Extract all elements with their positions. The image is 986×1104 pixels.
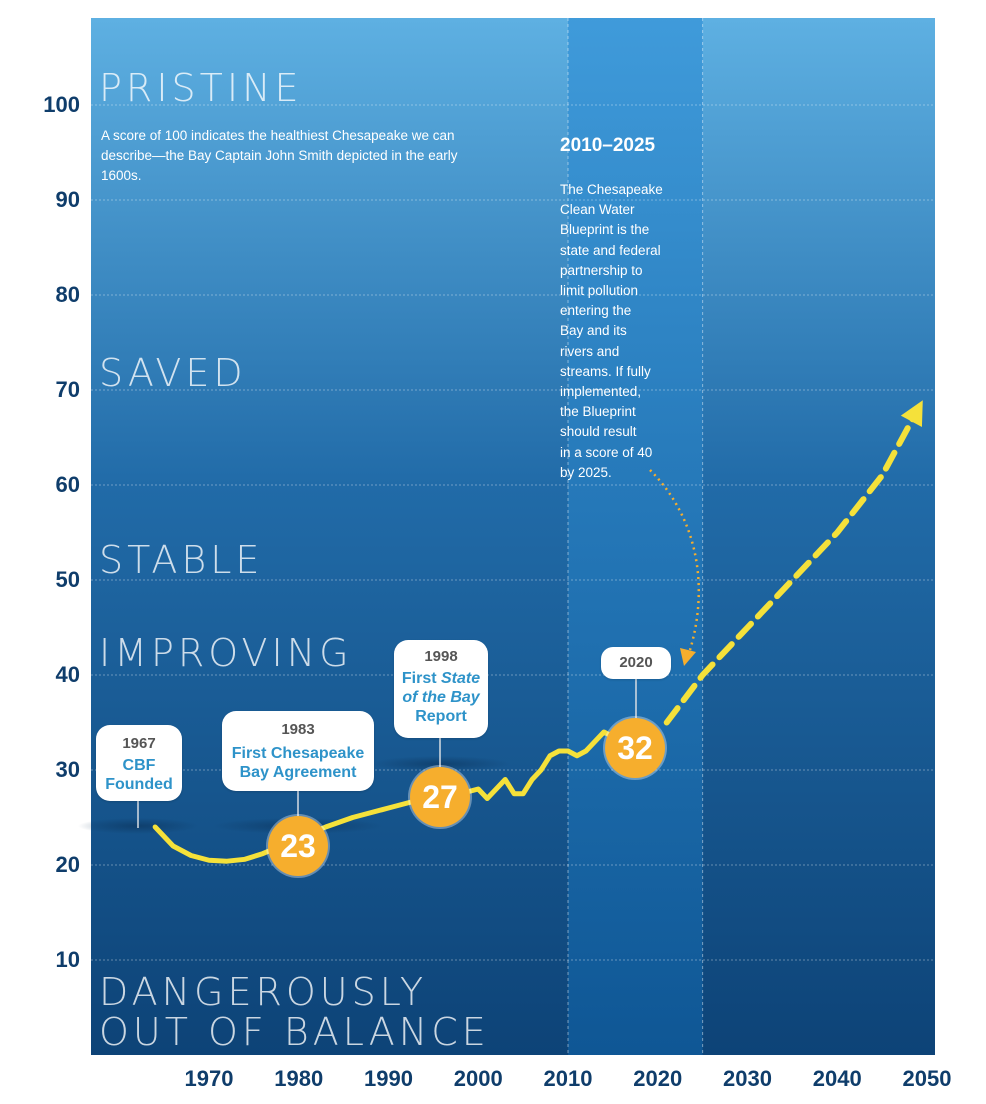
y-tick-label: 10	[55, 947, 80, 972]
score-history-line	[152, 729, 661, 864]
era-text-line: implemented,	[560, 384, 642, 400]
milestone-label: Founded	[105, 776, 173, 793]
era-text-line: entering the	[560, 303, 632, 319]
pristine-note: A score of 100 indicates the healthiest …	[101, 128, 458, 183]
y-tick-label: 30	[55, 757, 80, 782]
era-text-line: Blueprint is the	[560, 222, 650, 238]
era-title: 2010–2025	[560, 135, 656, 156]
x-tick-label: 1980	[274, 1066, 324, 1091]
x-tick-label: 2050	[902, 1066, 952, 1091]
era-text-line: should result	[560, 424, 637, 440]
era-text-line: by 2025.	[560, 464, 612, 480]
y-tick-label: 40	[55, 662, 80, 687]
projection-line	[663, 406, 922, 726]
milestone-label-italic: State	[441, 670, 481, 687]
zone-label-pristine: PRISTINE	[99, 66, 303, 110]
zone-label-line: OUT OF BALANCE	[99, 1010, 490, 1054]
era-text-line: rivers and	[560, 343, 620, 359]
y-tick-label: 70	[55, 377, 80, 402]
era-highlight-band	[568, 18, 703, 1055]
era-text-line: in a score of 40	[560, 444, 653, 460]
y-tick-label: 20	[55, 852, 80, 877]
era-text-line: the Blueprint	[560, 404, 636, 420]
milestone-label: Report	[415, 708, 467, 725]
score-badge-23: 23	[268, 816, 328, 876]
era-text-line: The Chesapeake	[560, 182, 663, 197]
milestone-label: First State	[394, 669, 488, 688]
zone-label-saved: SAVED	[99, 351, 247, 395]
x-tick-label: 2010	[543, 1066, 593, 1091]
x-tick-label: 2020	[633, 1066, 683, 1091]
y-tick-label: 80	[55, 282, 80, 307]
score-badge-32: 32	[605, 718, 665, 778]
milestone-callout-1967: 1967 CBF Founded	[96, 725, 182, 801]
era-text-line: limit pollution	[560, 283, 639, 299]
milestone-label: Bay Agreement	[239, 764, 357, 781]
x-tick-label: 1970	[184, 1066, 234, 1091]
milestone-label-italic: of the Bay	[402, 689, 480, 706]
x-tick-label: 2030	[723, 1066, 772, 1091]
zone-label-stable: STABLE	[99, 538, 264, 582]
milestone-label-part: First	[401, 670, 441, 687]
y-tick-label: 100	[43, 92, 80, 117]
era-text-line: streams. If fully	[560, 363, 651, 379]
milestone-label: CBF	[122, 757, 156, 774]
x-tick-label: 2000	[453, 1066, 503, 1091]
zone-label-line: DANGEROUSLY	[99, 970, 428, 1014]
plot-background	[91, 18, 935, 1055]
y-tick-label: 50	[55, 567, 80, 592]
y-tick-label: 60	[55, 472, 80, 497]
milestone-year: 1998	[424, 648, 458, 665]
score-badge-27: 27	[410, 767, 470, 827]
era-text-line: Clean Water	[560, 202, 635, 218]
blueprint-target-arrowhead	[680, 648, 696, 666]
zone-label-dangerously: DANGEROUSLY OUT OF BALANCE	[99, 972, 490, 1052]
y-tick-label: 90	[55, 187, 80, 212]
era-text-line: partnership to	[560, 262, 643, 278]
x-tick-label: 2040	[812, 1066, 862, 1091]
milestone-year: 1967	[122, 735, 156, 752]
milestone-callout-2020: 2020	[601, 647, 671, 679]
x-tick-label: 1990	[364, 1066, 413, 1091]
milestone-year: 1983	[281, 721, 315, 738]
zone-label-improving: IMPROVING	[99, 631, 353, 675]
era-text-line: Bay and its	[560, 323, 627, 339]
era-description: The Chesapeake Clean Water Blueprint is th…	[560, 180, 680, 483]
milestone-label: First Chesapeake	[231, 745, 365, 762]
milestone-label: of the Bay	[394, 688, 488, 707]
milestone-callout-1983: 1983 First Chesapeake Bay Agreement	[222, 711, 374, 791]
milestone-callout-1998: 1998 First State of the Bay Report	[394, 640, 488, 738]
era-text-line: state and federal	[560, 242, 661, 258]
milestone-year: 2020	[619, 654, 653, 671]
projection-arrowhead	[900, 400, 923, 428]
blueprint-target-pointer	[649, 469, 700, 651]
